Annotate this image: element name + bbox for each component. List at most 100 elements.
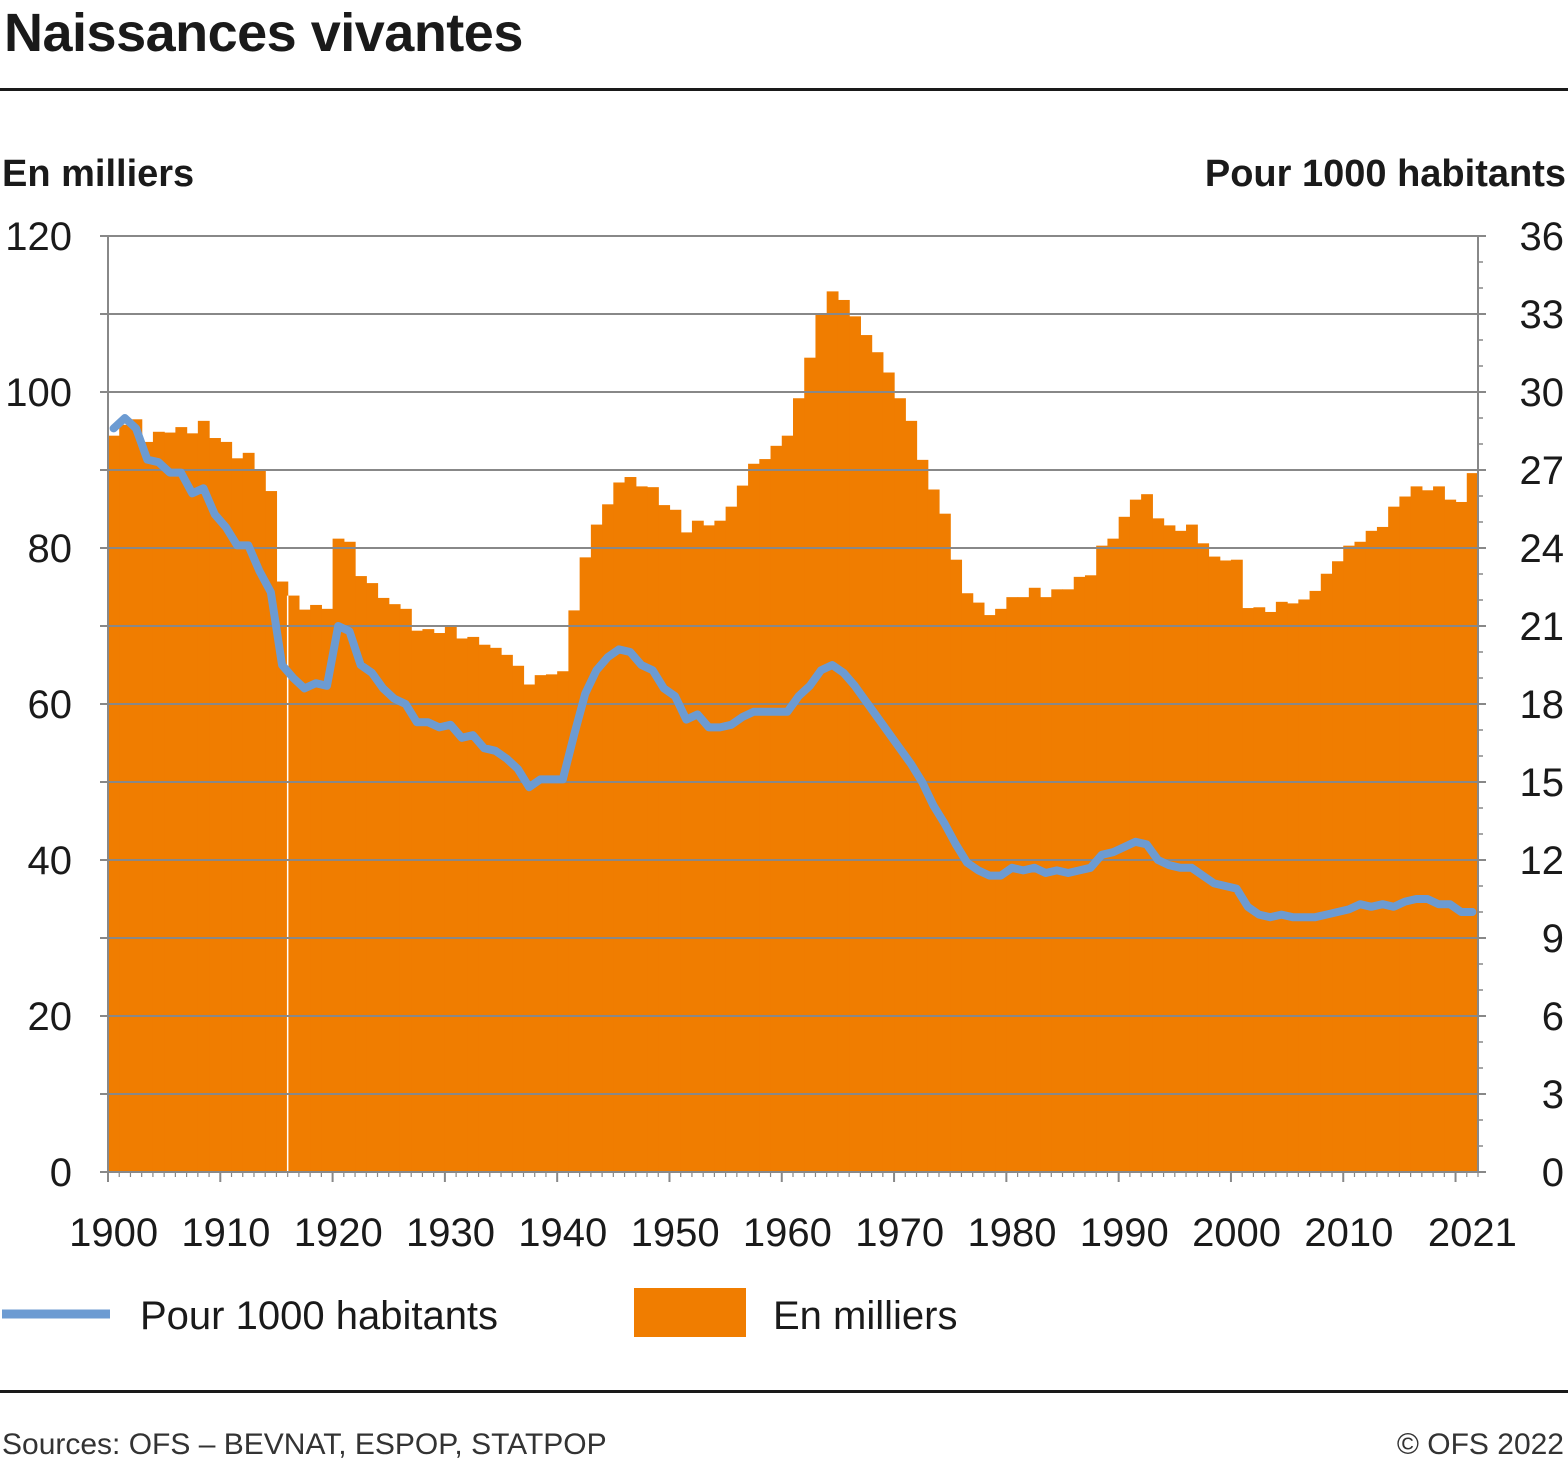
bar [1309,590,1322,1172]
bar [467,636,480,1172]
bar [253,470,266,1172]
bar [1028,587,1041,1172]
right-tick-label: 0 [1542,1151,1564,1195]
bar [1320,573,1333,1172]
legend-area-label: En milliers [773,1294,958,1338]
left-tick-label: 100 [5,371,72,415]
bar [422,629,435,1172]
bar [995,608,1007,1172]
bar [489,647,502,1172]
right-tick-label: 36 [1520,215,1565,259]
left-tick-label: 120 [5,215,72,259]
bar [916,459,929,1172]
bar [1444,499,1457,1172]
legend-area-swatch [634,1288,746,1337]
bar [1141,494,1153,1172]
x-tick-label: 1900 [69,1211,158,1255]
bar [1129,499,1142,1172]
bar [242,452,255,1173]
bar [894,398,906,1172]
left-tick-label: 20 [28,995,73,1039]
bar [310,604,322,1172]
bar [1006,597,1019,1172]
right-tick-label: 6 [1542,995,1564,1039]
bar [1197,543,1210,1172]
bar [108,435,120,1172]
bar [388,604,401,1172]
gridlines [108,235,1478,1095]
bar [961,593,974,1172]
bar [1051,589,1064,1172]
right-tick-label: 33 [1520,293,1565,337]
bar [759,459,772,1173]
bar [815,313,828,1173]
bar [1230,559,1243,1172]
bar [972,602,985,1172]
left-tick-labels: 0 20 40 60 80 100 120 [5,215,108,1195]
bar [321,608,334,1172]
bar [770,445,783,1172]
bar [1376,526,1389,1172]
bar [433,633,446,1172]
x-tick-labels: 1900 1910 1920 1930 1940 1950 1960 1970 1980 1990… [69,1172,1517,1255]
left-tick-label: 60 [28,683,73,727]
bar [647,487,659,1172]
bar [141,441,154,1172]
bar [545,674,558,1172]
bar [748,463,760,1172]
bar [624,477,637,1172]
bar [658,505,671,1173]
bar [1298,599,1311,1172]
line-series [109,414,1477,922]
bar [152,431,165,1172]
right-tick-label: 9 [1542,917,1564,961]
bar [882,372,895,1172]
bar [130,419,143,1172]
right-axis-title: Pour 1000 habitants [1204,153,1566,195]
bar [793,398,805,1172]
bar [1152,518,1165,1172]
bar [1040,597,1052,1172]
bar [714,520,727,1172]
bar [860,335,873,1172]
right-tick-label: 15 [1520,761,1565,805]
x-tick-label: 2000 [1192,1211,1281,1255]
bar [703,525,715,1172]
bar [512,665,525,1172]
x-tick-label: 1920 [294,1211,383,1255]
bar [534,675,547,1172]
bar [411,630,424,1172]
bar [669,509,682,1172]
bar [781,435,794,1172]
bar [265,491,278,1172]
bar [343,541,356,1172]
left-tick-label: 40 [28,839,73,883]
bar [399,608,412,1172]
bar [849,316,861,1173]
footer-rule [0,1390,1568,1393]
bar [1186,524,1198,1172]
bar [725,506,738,1172]
bar [1287,603,1299,1172]
x-tick-label: 1970 [855,1211,944,1255]
x-tick-label: 1950 [631,1211,720,1255]
title-rule [0,88,1568,91]
bar [837,299,850,1173]
x-tick-label: 1930 [406,1211,495,1255]
bar [1365,530,1378,1172]
bar [119,424,132,1172]
bar [1208,556,1221,1172]
left-tick-label: 80 [28,527,73,571]
bar [1084,575,1097,1172]
bar [366,583,379,1172]
x-tick-label: 1940 [518,1211,607,1255]
bar [1433,486,1445,1172]
bar [1264,611,1277,1172]
x-tick-label: 2021 [1428,1211,1517,1255]
bar [456,638,468,1172]
bar [736,485,749,1173]
x-tick-label: 2010 [1304,1211,1393,1255]
bar [635,486,648,1172]
